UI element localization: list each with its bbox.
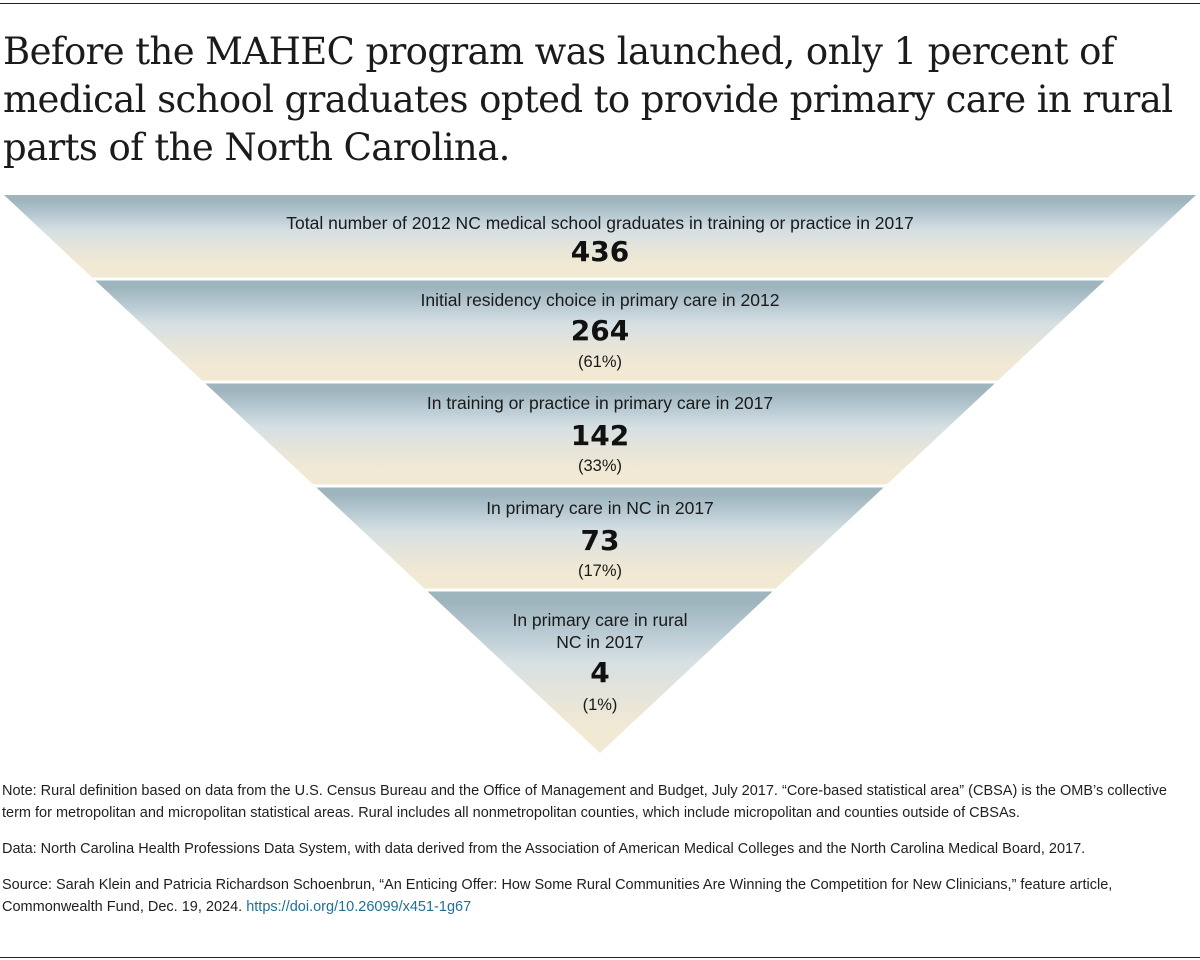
- stage-4-percent: (17%): [578, 562, 622, 580]
- stage-4-value: 73: [581, 524, 620, 557]
- stage-1-label: Total number of 2012 NC medical school g…: [286, 213, 913, 233]
- stage-5-label: NC in 2017: [556, 632, 644, 652]
- source-text: Source: Sarah Klein and Patricia Richard…: [2, 874, 1194, 918]
- funnel-chart: Total number of 2012 NC medical school g…: [4, 195, 1196, 753]
- stage-1-value: 436: [571, 235, 629, 268]
- doi-link[interactable]: https://doi.org/10.26099/x451-1g67: [246, 899, 472, 915]
- note-text: Note: Rural definition based on data fro…: [2, 783, 1167, 821]
- stage-5-label: In primary care in rural: [512, 610, 687, 630]
- stage-5-percent: (1%): [583, 696, 618, 714]
- source-citation: Source: Sarah Klein and Patricia Richard…: [2, 877, 1113, 915]
- funnel-stage-3: [205, 383, 995, 485]
- bottom-rule: [0, 957, 1200, 958]
- funnel-stage-1: [4, 195, 1196, 278]
- stage-3-percent: (33%): [578, 457, 622, 475]
- stage-3-label: In training or practice in primary care …: [427, 393, 773, 413]
- chart-notes: Note: Rural definition based on data fro…: [2, 780, 1194, 932]
- stage-3-value: 142: [571, 419, 629, 452]
- top-rule: [0, 3, 1200, 4]
- stage-5-value: 4: [590, 656, 609, 689]
- chart-title: Before the MAHEC program was launched, o…: [3, 30, 1173, 169]
- stage-2-label: Initial residency choice in primary care…: [421, 290, 780, 310]
- stage-2-value: 264: [571, 314, 629, 347]
- stage-4-label: In primary care in NC in 2017: [486, 498, 714, 518]
- data-text: Data: North Carolina Health Professions …: [2, 841, 1086, 857]
- funnel-stage-5: [427, 591, 773, 753]
- funnel-stage-4: [316, 487, 884, 589]
- stage-2-percent: (61%): [578, 353, 622, 371]
- funnel-stage-2: [95, 280, 1105, 381]
